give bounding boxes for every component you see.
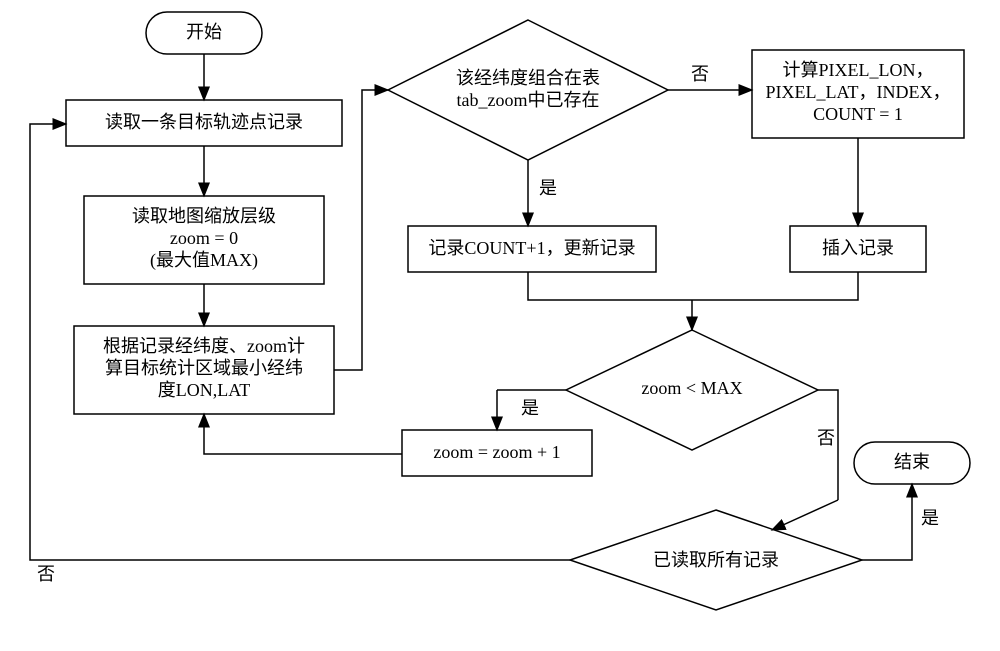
node-exist-l1: 该经纬度组合在表: [456, 68, 600, 88]
node-count-text: 记录COUNT+1，更新记录: [428, 238, 635, 258]
node-end-label: 结束: [894, 452, 930, 472]
label-exist-no: 否: [691, 64, 709, 84]
label-all-yes: 是: [921, 508, 939, 528]
node-comp-l2: 算目标统计区域最小经纬: [105, 358, 303, 378]
node-zoom0-l2: zoom = 0: [170, 228, 238, 248]
node-comp-l1: 根据记录经纬度、zoom计: [103, 336, 305, 356]
node-calc-l1: 计算PIXEL_LON，: [783, 60, 934, 80]
node-calc-l3: COUNT = 1: [813, 104, 903, 124]
edge-inc-comp: [204, 414, 402, 454]
edge-all-yes: [862, 484, 912, 560]
edge-insert-merge: [692, 272, 858, 300]
flowchart-svg: 开始 读取一条目标轨迹点记录 读取地图缩放层级 zoom = 0 (最大值MAX…: [0, 0, 1000, 651]
node-comp-l3: 度LON,LAT: [158, 380, 251, 400]
node-start-label: 开始: [186, 22, 222, 42]
node-exist-l2: tab_zoom中已存在: [457, 90, 600, 110]
node-insert-text: 插入记录: [822, 238, 894, 258]
label-exist-yes: 是: [539, 178, 557, 198]
label-zoom-yes: 是: [521, 398, 539, 418]
node-inc-text: zoom = zoom + 1: [433, 442, 560, 462]
node-zoom-text: zoom < MAX: [641, 378, 742, 398]
label-zoom-no: 否: [817, 428, 835, 448]
node-calc-l2: PIXEL_LAT，INDEX，: [766, 82, 951, 102]
node-all-text: 已读取所有记录: [653, 550, 779, 570]
edge-count-merge: [528, 272, 692, 300]
edge-zoom-no-b: [772, 500, 838, 530]
node-zoom0-l1: 读取地图缩放层级: [132, 206, 276, 226]
node-zoom0-l3: (最大值MAX): [150, 250, 258, 271]
node-read-record-text: 读取一条目标轨迹点记录: [105, 112, 303, 132]
label-all-no: 否: [37, 564, 55, 584]
